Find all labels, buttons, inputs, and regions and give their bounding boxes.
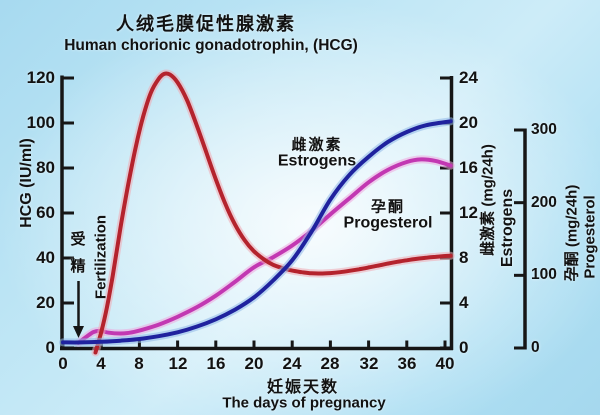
estrogen-axis-label-en: Estrogens bbox=[499, 188, 516, 268]
progesterol-curve-label-zh: 孕酮 bbox=[370, 198, 406, 216]
estrogen-tick-label: 4 bbox=[459, 293, 469, 312]
x-tick-label: 32 bbox=[359, 354, 379, 373]
estrogens-curve-label: 雌激素 Estrogens bbox=[277, 136, 357, 171]
x-tick-label: 0 bbox=[58, 354, 68, 373]
progesterol-tick-label: 100 bbox=[531, 266, 557, 283]
estrogen-tick-label: 8 bbox=[459, 248, 469, 267]
x-axis-title-en: The days of pregnancy bbox=[222, 394, 386, 412]
x-tick-label: 24 bbox=[282, 354, 302, 373]
x-tick-label: 12 bbox=[168, 354, 188, 373]
x-tick-label: 20 bbox=[244, 354, 264, 373]
progesterol-curve bbox=[76, 157, 453, 345]
fertilization-label-zh: 受 精 bbox=[70, 231, 86, 275]
chart-title-zh: 人绒毛膜促性腺激素 bbox=[116, 14, 296, 34]
estrogens-curve bbox=[61, 119, 453, 345]
progesterol-tick-label: 0 bbox=[531, 339, 540, 356]
x-tick-label: 36 bbox=[397, 354, 417, 373]
x-tick-label: 40 bbox=[435, 354, 455, 373]
estrogens-curve-label-en: Estrogens bbox=[277, 152, 357, 170]
progesterol-tick-label: 200 bbox=[531, 194, 557, 211]
x-tick-label: 16 bbox=[206, 354, 226, 373]
chart-title-en: Human chorionic gonadotrophin, (HCG) bbox=[64, 37, 358, 54]
estrogen-axis-label-zh: 雌激素 (mg/24h) bbox=[479, 144, 497, 256]
progesterol-axis-label-zh: 孕酮 (mg/24h) bbox=[563, 184, 581, 282]
hcg-tick-label: 60 bbox=[36, 203, 55, 222]
progesterol-curve-label: 孕酮 Progesterol bbox=[343, 198, 433, 233]
hcg-curve bbox=[93, 71, 453, 355]
progesterol-curve-label-en: Progesterol bbox=[343, 214, 433, 232]
x-tick-label: 4 bbox=[96, 354, 106, 373]
hcg-tick-label: 100 bbox=[26, 113, 55, 132]
hcg-tick-label: 120 bbox=[26, 68, 55, 87]
fertilization-label-en: Fertilization bbox=[92, 214, 110, 300]
estrogen-tick-label: 20 bbox=[459, 113, 478, 132]
estrogen-tick-label: 0 bbox=[459, 338, 469, 357]
hcg-tick-label: 80 bbox=[36, 158, 55, 177]
progesterol-curve-halo bbox=[74, 155, 455, 347]
estrogens-curve-label-zh: 雌激素 bbox=[291, 136, 343, 154]
x-tick-label: 28 bbox=[320, 354, 340, 373]
x-axis-title-zh: 妊娠天数 bbox=[266, 379, 340, 396]
hcg-tick-label: 20 bbox=[36, 293, 55, 312]
progesterol-axis-label-en: Progesterol bbox=[581, 195, 599, 279]
x-tick-label: 8 bbox=[134, 354, 144, 373]
estrogen-tick-label: 24 bbox=[459, 68, 478, 87]
estrogen-tick-label: 12 bbox=[459, 203, 478, 222]
progesterol-tick-label: 300 bbox=[531, 121, 557, 138]
hcg-tick-label: 40 bbox=[36, 248, 55, 267]
fertilization-arrow-head bbox=[73, 326, 84, 338]
hcg-tick-label: 0 bbox=[45, 338, 55, 357]
estrogen-tick-label: 16 bbox=[459, 158, 478, 177]
